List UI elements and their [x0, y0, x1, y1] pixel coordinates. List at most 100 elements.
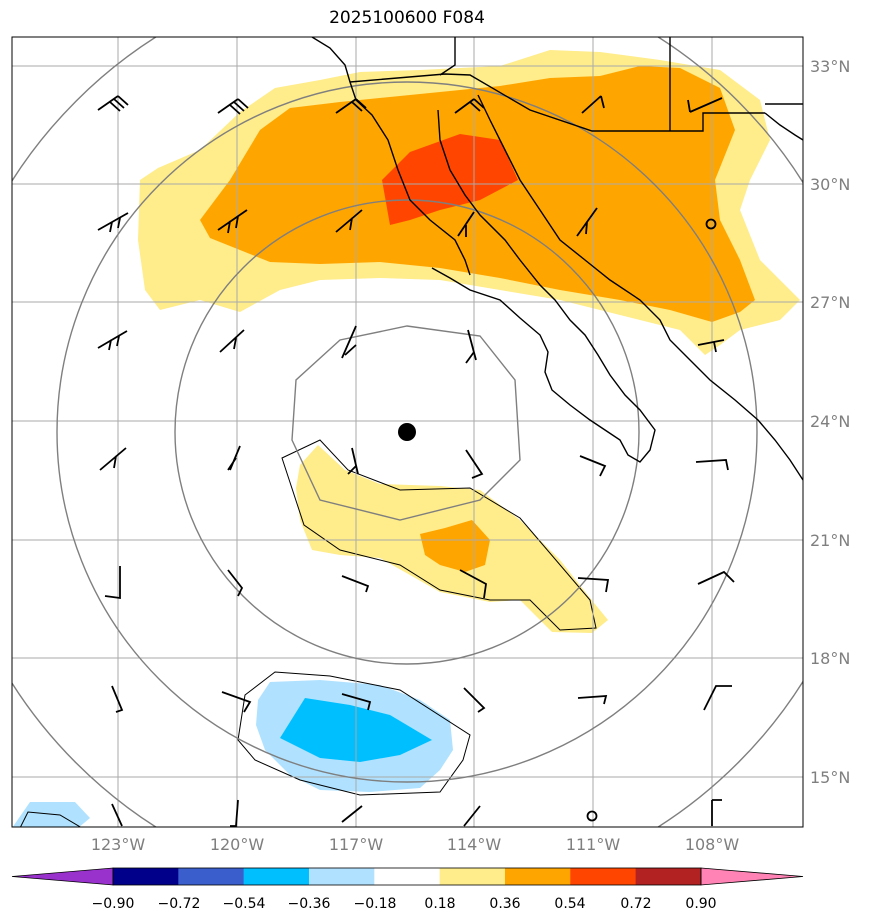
range-ring-3 [56, 81, 758, 783]
longitude-labels: 123°W 120°W 117°W 114°W 111°W 108°W [91, 835, 740, 854]
plot-title: 2025100600 F084 [329, 8, 485, 28]
colorbar-tick-label: −0.54 [223, 896, 266, 912]
map-area [12, 37, 803, 827]
range-rings [12, 37, 803, 827]
wind-barb [459, 569, 487, 599]
wind-barb [230, 799, 239, 827]
lon-label: 120°W [210, 835, 265, 854]
range-ring-2 [174, 199, 640, 665]
contour-line-south [281, 439, 597, 631]
colorbar-bin [113, 868, 179, 885]
contour-neg-0-18-corner [12, 802, 90, 827]
coastline-california [311, 37, 471, 276]
texas-coast [764, 112, 803, 141]
colorbar-bin [439, 868, 506, 885]
contour-0-36-south [420, 520, 490, 572]
wind-barb [111, 803, 123, 827]
colorbar-bin [570, 868, 637, 885]
lat-label: 24°N [810, 412, 850, 431]
colorbar-tick-label: −0.18 [354, 896, 397, 912]
lat-label: 15°N [810, 768, 850, 787]
wind-barb [463, 687, 486, 713]
calm-wind-circle [586, 810, 598, 822]
colorbar-tick-label: −0.36 [288, 896, 331, 912]
wind-barb [219, 329, 245, 353]
wind-barb [463, 805, 481, 827]
positive-contours [138, 50, 800, 633]
colorbar-tick-label: −0.72 [158, 896, 201, 912]
calm-wind-circle [705, 218, 717, 230]
wind-barb [217, 98, 249, 115]
colorbar-frame [112, 867, 702, 886]
wind-barb [217, 209, 248, 234]
colorbar-tick-label: 0.18 [424, 896, 455, 912]
wind-barb [97, 212, 129, 233]
colorbar-bin [243, 868, 310, 885]
colorbar-tick-label: 0.72 [620, 896, 651, 912]
colorbar-extend-low [11, 867, 114, 886]
colorbar-bin [178, 868, 245, 885]
wind-barb [697, 570, 735, 585]
coastlines [311, 37, 803, 481]
storm-center-marker [398, 423, 416, 441]
wind-barb [335, 209, 363, 233]
state-border-ca-az [439, 37, 456, 76]
map-frame [11, 36, 804, 828]
lat-label: 33°N [810, 57, 850, 76]
wind-barb [579, 455, 607, 477]
range-ring-1 [291, 325, 521, 521]
colorbar-bin [504, 868, 571, 885]
colorbar-bin [308, 868, 375, 885]
wind-barb [454, 98, 485, 114]
wind-barb [465, 329, 477, 364]
wind-barb [341, 575, 370, 593]
lat-label: 30°N [810, 175, 850, 194]
wind-barb [581, 95, 605, 114]
lat-label: 18°N [810, 649, 850, 668]
colorbar [11, 867, 804, 886]
wind-barb [97, 95, 129, 112]
lon-label: 108°W [685, 835, 740, 854]
colorbar-tick-label: 0.90 [685, 896, 716, 912]
wind-barb [341, 693, 372, 711]
wind-barb [335, 98, 367, 114]
wind-barb [577, 577, 610, 593]
wind-barb [457, 211, 475, 237]
contour-0-54-north [382, 134, 518, 225]
lat-label: 21°N [810, 531, 850, 550]
wind-barb [465, 449, 484, 479]
wind-barb [703, 685, 732, 711]
wind-barb [695, 459, 729, 471]
wind-barb [221, 691, 252, 713]
lon-label: 111°W [566, 835, 621, 854]
colorbar-tick-label: −0.90 [92, 896, 135, 912]
wind-barb [341, 805, 363, 823]
us-mexico-border [349, 73, 765, 132]
wind-barbs [97, 95, 735, 827]
wind-barb [99, 447, 127, 471]
negative-contours [12, 680, 453, 827]
wind-barb [97, 330, 128, 351]
latitude-labels: 33°N 30°N 27°N 24°N 21°N 18°N 15°N [810, 57, 850, 787]
wind-barb [687, 97, 723, 113]
coastline-mexico [477, 94, 803, 481]
wind-barb [104, 566, 121, 600]
wind-barb [227, 445, 241, 471]
colorbar-bin [374, 868, 441, 885]
wind-barb [227, 569, 244, 597]
contour-line-corner [19, 811, 82, 827]
colorbar-extend-high [700, 867, 804, 886]
calm-wind-markers [586, 218, 717, 822]
wind-barb [576, 207, 598, 237]
colorbar-tick-label: 0.54 [554, 896, 585, 912]
lon-label: 114°W [447, 835, 502, 854]
gridlines [12, 37, 803, 827]
lon-label: 117°W [329, 835, 384, 854]
wind-barb [577, 695, 608, 705]
coastline-baja [431, 109, 656, 463]
wind-barb [697, 339, 725, 353]
lon-label: 123°W [91, 835, 146, 854]
wind-barb [711, 799, 722, 826]
colorbar-tick-label: 0.36 [489, 896, 520, 912]
